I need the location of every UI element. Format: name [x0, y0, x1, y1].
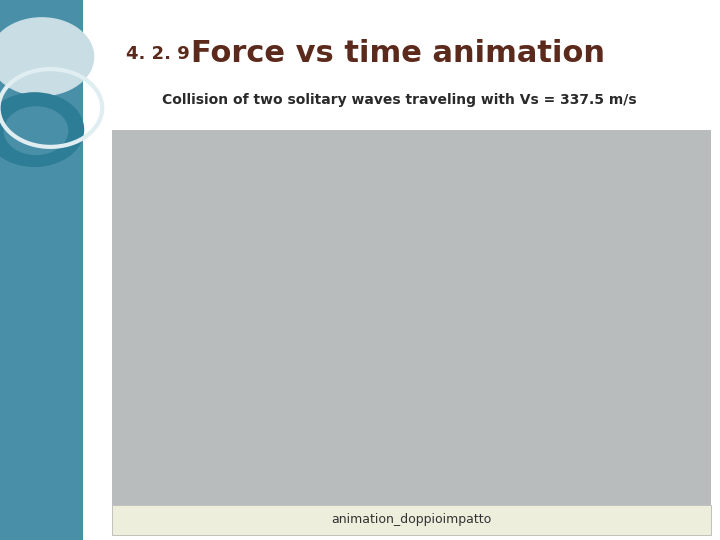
Text: 4. 2. 9: 4. 2. 9: [126, 45, 190, 63]
Bar: [112, 130, 711, 505]
Circle shape: [0, 18, 94, 96]
Circle shape: [0, 93, 84, 166]
Bar: [112, 505, 711, 535]
Bar: [0, 0, 83, 540]
Text: Collision of two solitary waves traveling with Vs = 337.5 m/s: Collision of two solitary waves travelin…: [162, 93, 637, 107]
Text: Force vs time animation: Force vs time animation: [191, 39, 605, 69]
Circle shape: [4, 107, 68, 154]
Text: animation_doppioimpatto: animation_doppioimpatto: [331, 513, 491, 526]
